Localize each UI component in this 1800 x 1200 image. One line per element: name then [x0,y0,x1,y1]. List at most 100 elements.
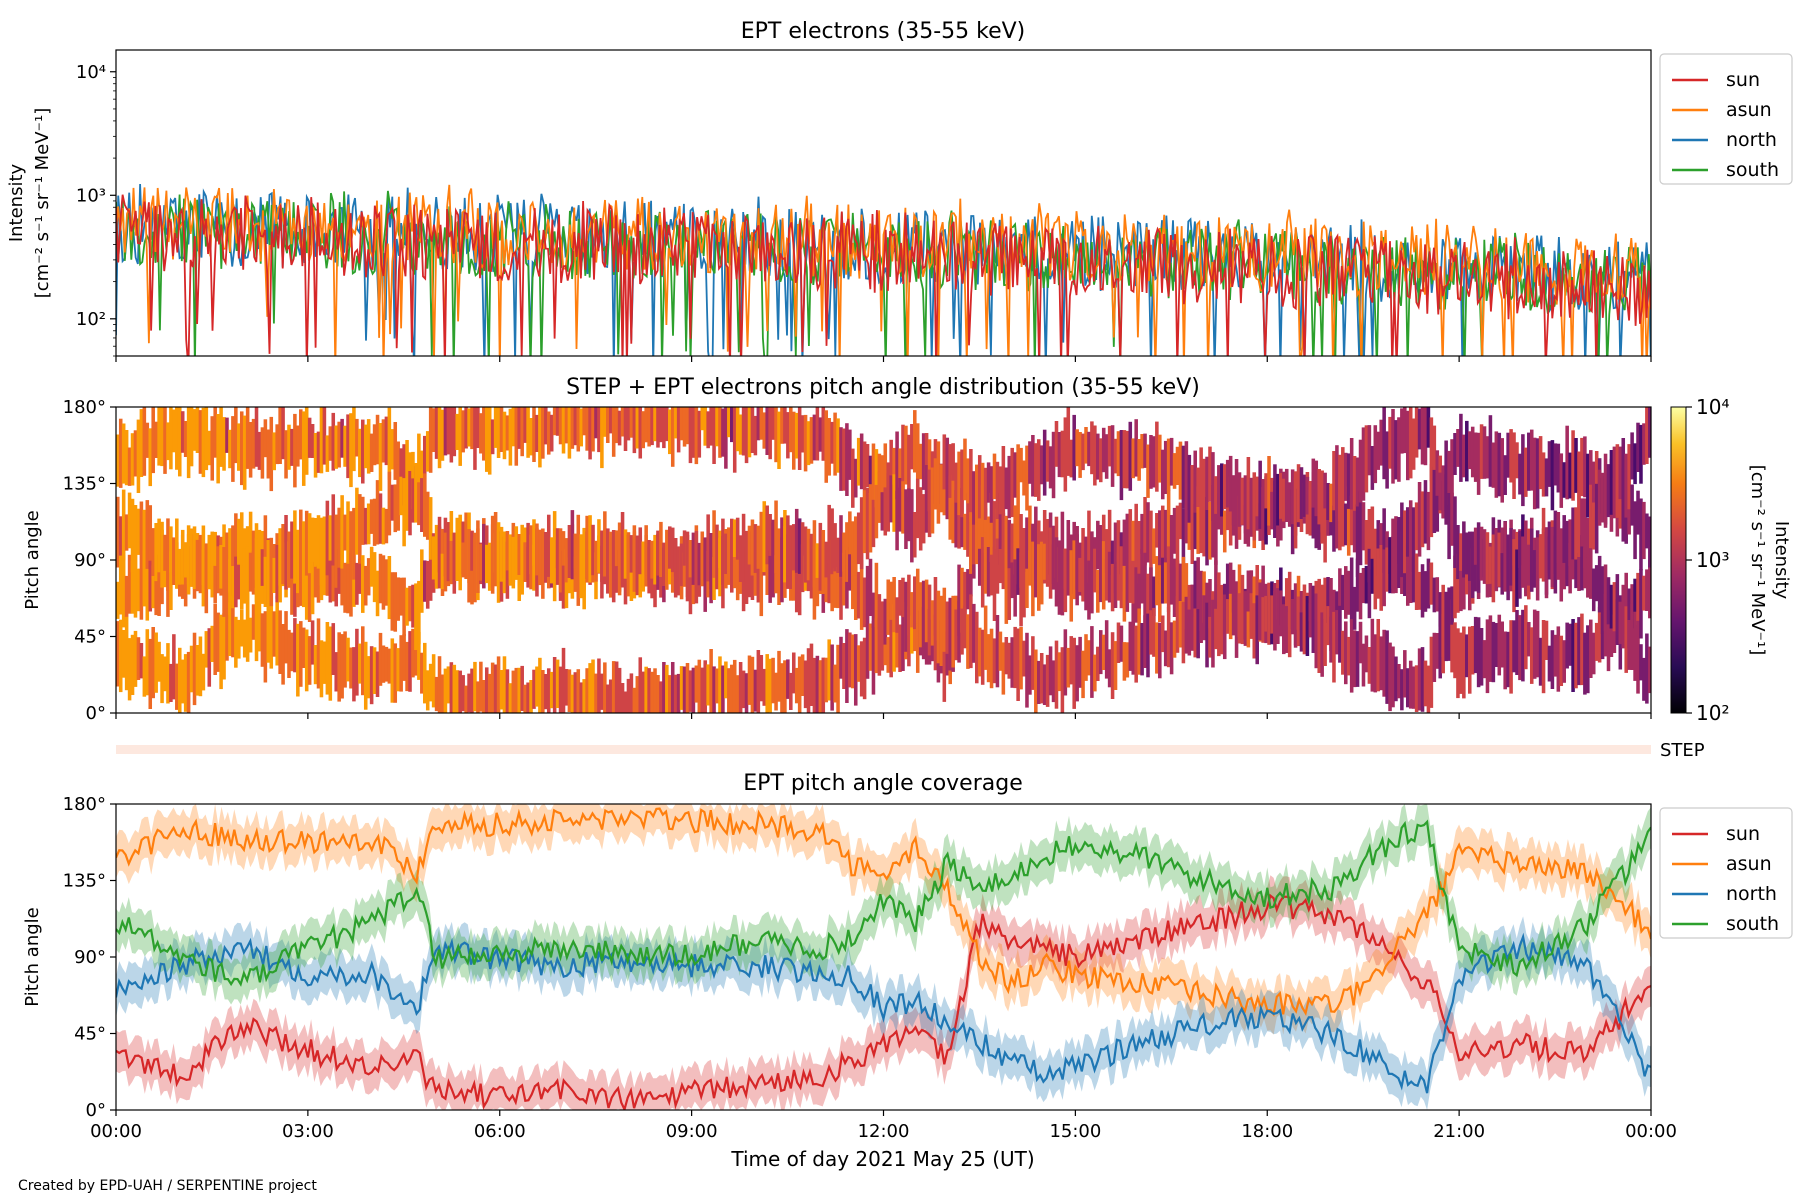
panel3-ytick-label: 135° [63,871,106,892]
heatmap-cell [1367,647,1372,684]
heatmap-cell [694,665,699,703]
heatmap-cell [393,572,398,632]
heatmap-cell [983,508,988,553]
heatmap-cell [1603,453,1608,528]
panel3-xtick-label: 15:00 [1049,1121,1101,1142]
heatmap-cell [1391,646,1395,708]
heatmap-cell [207,430,212,466]
panel3-ytick-label: 90° [74,947,106,968]
heatmap-cell [1346,570,1351,615]
heatmap-cell [541,670,545,713]
panel2-ylabel: Pitch angle [22,510,43,609]
heatmap-cell [948,475,952,540]
heatmap-cell [697,659,702,713]
heatmap-cell [1001,512,1006,565]
heatmap-cell [378,553,383,604]
heatmap-cell [570,407,575,449]
heatmap-cell [1589,484,1593,549]
heatmap-cell [216,414,220,484]
heatmap-cell [1075,645,1079,702]
heatmap-cell [1290,599,1295,635]
heatmap-cell [871,592,876,628]
heatmap-cell [1639,498,1643,571]
heatmap-cell [871,499,876,548]
heatmap-cell [789,525,793,589]
heatmap-cell [470,668,474,713]
heatmap-cell [1373,425,1378,484]
heatmap-cell [328,537,333,603]
heatmap-cell [1482,426,1487,479]
heatmap-cell [189,407,194,467]
heatmap-cell [1034,649,1038,713]
heatmap-cell [600,673,604,710]
heatmap-cell [116,621,120,687]
heatmap-cell [608,531,613,598]
heatmap-cell [1346,486,1351,556]
heatmap-cell [1140,549,1144,604]
heatmap-cell [1057,540,1062,615]
heatmap-cell [541,557,545,599]
heatmap-cell [340,634,344,699]
heatmap-cell [310,517,315,563]
heatmap-cell [1553,443,1558,486]
heatmap-cell [1326,606,1330,646]
heatmap-cell [1571,541,1575,580]
heatmap-cell [963,571,967,635]
heatmap-cell [1479,526,1484,581]
heatmap-cell [313,562,318,598]
heatmap-cell [402,634,406,681]
heatmap-cell [1420,647,1425,712]
heatmap-cell [635,535,640,596]
panel3-ylabel: Pitch angle [22,907,43,1006]
heatmap-cell [1214,476,1218,514]
heatmap-cell [913,410,917,473]
heatmap-cell [1503,521,1507,592]
heatmap-cell [1308,583,1313,622]
panel3-xtick-label: 18:00 [1241,1121,1293,1142]
heatmap-cell [307,513,312,574]
heatmap-cell [576,407,581,452]
heatmap-cell [284,611,288,664]
heatmap-cell [1107,551,1112,603]
heatmap-cell [225,605,229,661]
panel3-xtick-label: 00:00 [90,1121,142,1142]
heatmap-cell [1308,481,1313,528]
heatmap-cell [1261,479,1265,541]
heatmap-cell [564,407,569,444]
panel3-ytick-label: 180° [63,794,106,815]
heatmap-cell [901,481,905,534]
heatmap-cell [452,532,457,584]
heatmap-cell [1001,546,1006,590]
heatmap-cell [780,663,784,713]
heatmap-cell [608,679,613,713]
heatmap-cell [983,467,988,520]
heatmap-cell [1447,587,1451,645]
heatmap-cell [1125,430,1130,489]
heatmap-cell [337,421,341,468]
heatmap-cell [939,595,944,666]
heatmap-cell [363,424,368,469]
heatmap-cell [668,409,672,455]
heatmap-cell [1453,622,1457,679]
heatmap-cell [334,514,338,588]
heatmap-cell [461,542,465,578]
heatmap-cell [1586,453,1590,518]
heatmap-cell [1645,407,1649,464]
heatmap-cell [346,501,350,564]
heatmap-cell [1149,510,1153,582]
heatmap-cell [505,531,510,571]
heatmap-cell [1113,438,1118,474]
heatmap-cell [328,626,333,701]
heatmap-cell [927,584,932,656]
panel1-legend-label-south: south [1726,159,1779,181]
panel1-ytick-label: 10⁴ [76,62,106,83]
heatmap-cell [266,540,271,610]
heatmap-cell [1606,464,1611,518]
heatmap-cell [1521,609,1525,682]
heatmap-cell [1394,516,1398,588]
heatmap-cell [918,582,923,648]
heatmap-cell [420,652,424,694]
heatmap-cell [951,474,955,544]
heatmap-cell [644,666,648,713]
